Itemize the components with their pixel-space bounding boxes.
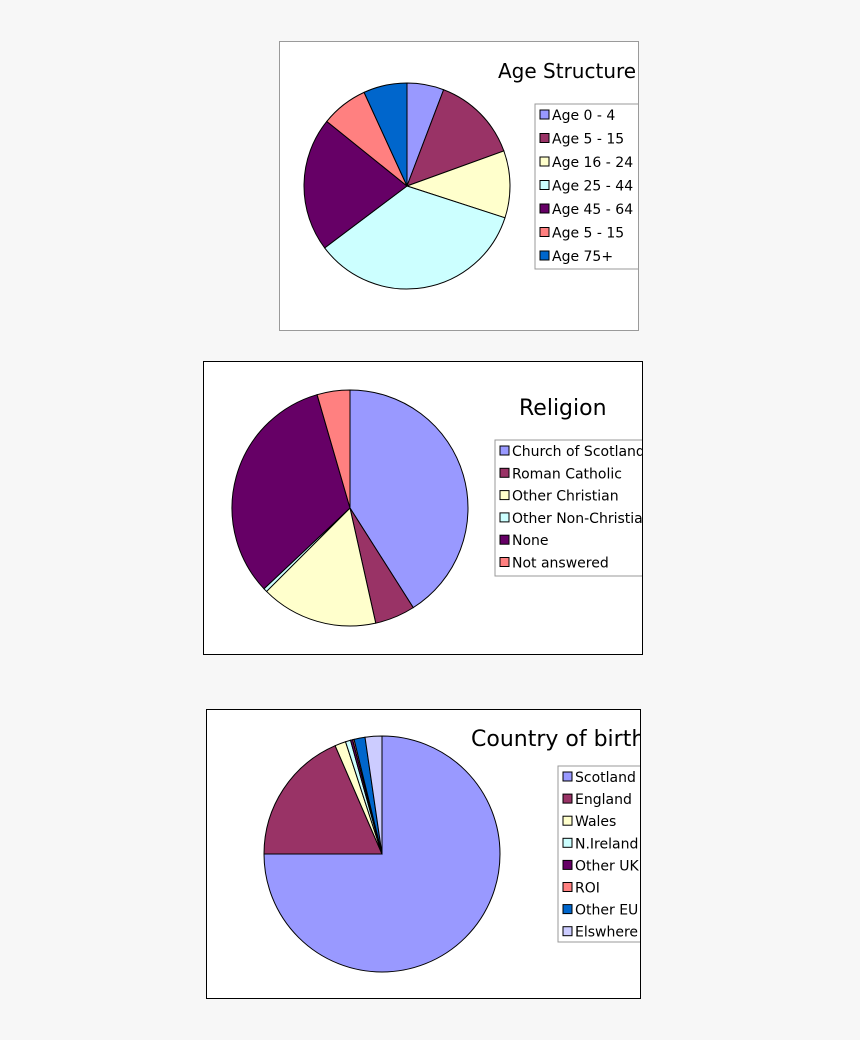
pie-slice-age-16-24 — [405, 150, 511, 219]
pie-slice-age-5-15 — [406, 89, 505, 187]
pie-slice-england — [263, 745, 383, 855]
pie-slices — [303, 82, 511, 290]
legend-label-none: None — [512, 533, 549, 549]
legend-swatch-elswhere — [562, 926, 573, 937]
age-structure-pie-chart: Age Structure Age 0 - 4 Age 5 - 15 Age 16 … — [303, 59, 638, 290]
legend-label-age-45-64: Age 45 - 64 — [552, 202, 633, 218]
legend-swatch-wales — [562, 815, 573, 826]
legend-swatch-age-16-24 — [539, 156, 550, 167]
religion-pie-chart: Religion Church of Scotland Roman Catholi… — [231, 389, 642, 627]
legend: Age 0 - 4 Age 5 - 15 Age 16 - 24 Age 25 - 4… — [534, 103, 638, 270]
legend-label-other-non-christian: Other Non-Christian — [512, 511, 642, 527]
legend-swatch-age-5-15 — [539, 227, 550, 237]
legend-box — [494, 439, 642, 577]
pie-slices — [263, 735, 501, 973]
legend-label-roi: ROI — [575, 881, 600, 897]
legend-label-wales: Wales — [575, 814, 616, 830]
country-of-birth-pie-chart: Country of birth Scotland England Wales N.I… — [263, 727, 640, 973]
legend-label-n-ireland: N.Ireland — [575, 836, 638, 852]
pie-slices — [231, 389, 469, 627]
legend-swatch-scotland — [562, 771, 573, 782]
legend-label-age-5-15: Age 5 - 15 — [552, 226, 624, 242]
legend-label-age-25-44: Age 25 - 44 — [552, 179, 633, 195]
legend-label-roman-catholic: Roman Catholic — [512, 466, 622, 482]
chart-title: Age Structure — [498, 59, 636, 83]
pie-slice-not-answered — [316, 389, 351, 509]
legend-swatch-none — [499, 534, 510, 545]
legend-swatch-other-eu — [562, 904, 573, 915]
chart-title: Religion — [519, 396, 607, 421]
pie-slice-none — [231, 394, 351, 590]
pie-slice-other-christian — [265, 507, 377, 627]
chart-title: Country of birth — [471, 727, 640, 752]
legend-swatch-age-0-4 — [539, 109, 550, 120]
legend-swatch-roman-catholic — [499, 467, 510, 478]
legend-swatch-age-5-15 — [539, 133, 550, 143]
age-structure-chart-panel: Age Structure Age 0 - 4 Age 5 - 15 Age 16 … — [279, 41, 639, 331]
legend-label-england: England — [575, 792, 632, 808]
legend-label-elswhere: Elswhere — [575, 925, 638, 941]
legend-label-church-of-scotland: Church of Scotland — [512, 444, 642, 460]
legend-label-age-75: Age 75+ — [552, 249, 613, 265]
legend-swatch-age-25-44 — [539, 180, 550, 190]
legend-label-age-5-15: Age 5 - 15 — [552, 132, 624, 148]
pie-slice-age-25-44 — [323, 185, 506, 290]
legend-label-scotland: Scotland — [575, 770, 636, 786]
legend-swatch-church-of-scotland — [499, 445, 510, 456]
legend-swatch-age-45-64 — [539, 203, 550, 214]
country-of-birth-chart-panel: Country of birth Scotland England Wales N.I… — [206, 709, 641, 999]
legend-swatch-other-non-christian — [499, 512, 510, 523]
legend-box — [534, 103, 638, 270]
legend-label-age-0-4: Age 0 - 4 — [552, 108, 615, 124]
pie-slice-scotland — [263, 735, 501, 973]
legend-label-other-christian: Other Christian — [512, 489, 619, 505]
legend-swatch-age-75 — [539, 250, 550, 261]
pie-slice-church-of-scotland — [349, 389, 469, 609]
legend-swatch-other-christian — [499, 490, 510, 501]
legend: Church of Scotland Roman Catholic Other Ch… — [494, 439, 642, 577]
legend-label-other-eu: Other EU — [575, 903, 638, 919]
legend-label-other-uk: Other UK — [575, 858, 639, 874]
pie-slice-age-45-64 — [303, 120, 408, 249]
legend-label-age-16-24: Age 16 - 24 — [552, 155, 633, 171]
religion-chart-panel: Religion Church of Scotland Roman Catholi… — [203, 361, 643, 655]
legend-swatch-not-answered — [499, 557, 510, 567]
legend-swatch-other-uk — [562, 859, 573, 870]
pie-slice-age-75 — [363, 82, 408, 187]
legend-swatch-n-ireland — [562, 837, 573, 848]
legend-swatch-england — [562, 793, 573, 804]
legend-label-not-answered: Not answered — [512, 556, 609, 572]
legend-swatch-roi — [562, 882, 573, 892]
legend: Scotland England Wales N.Ireland Other UK ROI… — [557, 765, 640, 943]
pie-slice-elswhere — [364, 735, 383, 855]
